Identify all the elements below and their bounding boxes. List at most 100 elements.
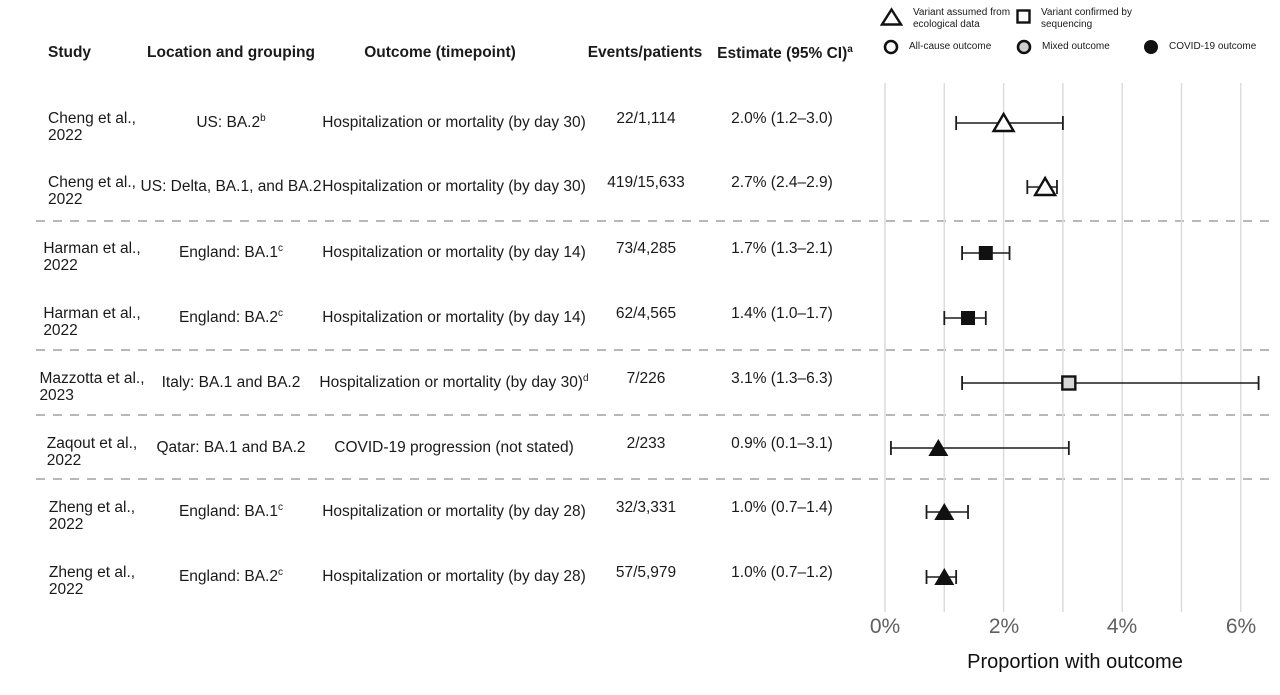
square-filled-marker: [961, 311, 976, 325]
footnote-marker: c: [278, 243, 284, 254]
outcome-text: COVID-19 progression (not stated): [334, 439, 574, 457]
forest-row-5: [890, 439, 1070, 456]
outcome-cell: Hospitalization or mortality (by day 30): [308, 110, 600, 131]
table-row: Zheng et al., 2022 England: BA.1c Hospit…: [0, 499, 875, 539]
group-separator: [36, 349, 1276, 351]
triangle-filled-marker: [928, 439, 949, 456]
study-cell: Zheng et al., 2022: [28, 499, 156, 533]
forest-row-0: [955, 111, 1064, 133]
study-name: Harman et al.,: [43, 305, 141, 322]
estimate-cell: 2.7% (2.4–2.9): [731, 174, 833, 191]
outcome-cell: Hospitalization or mortality (by day 28): [308, 564, 600, 585]
events-cell: 32/3,331: [615, 499, 677, 516]
x-axis-tick-label: 0%: [869, 615, 901, 638]
location-cell: US: BA.2b: [125, 110, 337, 131]
estimate-cell: 1.7% (1.3–2.1): [731, 240, 833, 257]
x-axis-title: Proportion with outcome: [967, 651, 1183, 673]
events-cell: 22/1,114: [616, 110, 676, 127]
table-row: Cheng et al., 2022 US: BA.2b Hospitaliza…: [0, 110, 875, 150]
legend-item-all-cause: All-cause outcome: [883, 39, 991, 55]
table-row: Cheng et al., 2022 US: Delta, BA.1, and …: [0, 174, 875, 214]
study-cell: Harman et al., 2022: [28, 305, 156, 339]
study-name: Zaqout et al.,: [46, 435, 138, 452]
outcome-text: Hospitalization or mortality (by day 30): [319, 374, 584, 392]
triangle-filled-marker: [934, 568, 955, 585]
forest-row-4: [961, 375, 1260, 391]
legend-item-covid19: COVID-19 outcome: [1143, 39, 1256, 55]
study-year: 2022: [43, 257, 78, 274]
events-cell: 2/233: [626, 435, 666, 452]
legend-label: Variant assumed from ecological data: [913, 7, 1011, 30]
legend-label: All-cause outcome: [909, 41, 992, 53]
location-text: England: BA.1: [178, 503, 279, 521]
outcome-cell: Hospitalization or mortality (by day 14): [308, 240, 600, 261]
location-text: US: Delta, BA.1, and BA.2: [140, 178, 322, 196]
estimate-cell: 1.0% (0.7–1.4): [731, 499, 833, 516]
events-cell: 62/4,565: [615, 305, 677, 322]
legend-item-ecological: Variant assumed from ecological data: [880, 7, 1021, 30]
outcome-cell: COVID-19 progression (not stated): [308, 435, 600, 456]
forest-row-7: [925, 568, 958, 585]
study-name: Mazzotta et al.,: [39, 370, 145, 387]
study-cell: Harman et al., 2022: [28, 240, 156, 274]
estimate-cell: 0.9% (0.1–3.1): [731, 435, 833, 452]
study-cell: Mazzotta et al., 2023: [28, 370, 156, 404]
table-row: Zheng et al., 2022 England: BA.2c Hospit…: [0, 564, 875, 604]
square-open-icon: [1016, 9, 1031, 24]
location-text: Italy: BA.1 and BA.2: [161, 374, 301, 392]
outcome-text: Hospitalization or mortality (by day 14): [322, 309, 586, 327]
square-gray-marker: [1061, 375, 1077, 391]
study-cell: Zheng et al., 2022: [28, 564, 156, 598]
column-header-estimate: Estimate (95% CI)a: [700, 44, 870, 63]
location-cell: England: BA.1c: [125, 240, 337, 261]
legend-label: COVID-19 outcome: [1169, 41, 1257, 53]
study-name: Harman et al.,: [43, 240, 141, 257]
study-cell: Cheng et al., 2022: [28, 110, 156, 144]
location-cell: US: Delta, BA.1, and BA.2: [125, 174, 337, 195]
study-name: Zheng et al.,: [48, 564, 136, 581]
triangle-open-marker: [1033, 175, 1058, 197]
study-name: Zheng et al.,: [48, 499, 136, 516]
study-year: 2022: [46, 452, 82, 469]
forest-row-6: [925, 503, 969, 520]
location-cell: Italy: BA.1 and BA.2: [125, 370, 337, 391]
column-header-estimate-text: Estimate (95% CI): [717, 45, 848, 63]
square-filled-marker: [978, 246, 993, 260]
events-cell: 57/5,979: [615, 564, 677, 581]
estimate-cell: 3.1% (1.3–6.3): [731, 370, 833, 387]
x-axis-tick-label: 2%: [988, 615, 1020, 638]
triangle-open-marker: [991, 111, 1016, 133]
location-text: England: BA.1: [178, 244, 279, 262]
study-year: 2022: [43, 322, 78, 339]
column-header-study: Study: [48, 44, 92, 61]
footnote-marker: b: [260, 113, 266, 124]
legend-label: Mixed outcome: [1042, 41, 1110, 53]
legend-item-mixed: Mixed outcome: [1016, 39, 1110, 55]
study-year: 2022: [48, 127, 83, 144]
footnote-marker: c: [278, 502, 284, 513]
table-row: Harman et al., 2022 England: BA.1c Hospi…: [0, 240, 875, 280]
events-cell: 7/226: [626, 370, 666, 387]
study-year: 2022: [48, 581, 84, 598]
estimate-cell: 1.0% (0.7–1.2): [731, 564, 833, 581]
location-text: Qatar: BA.1 and BA.2: [156, 439, 306, 457]
outcome-text: Hospitalization or mortality (by day 28): [322, 568, 586, 586]
study-year: 2022: [48, 191, 83, 208]
legend-label: Variant confirmed by sequencing: [1041, 7, 1132, 30]
location-cell: England: BA.2c: [125, 305, 337, 326]
study-name: Cheng et al.,: [48, 110, 136, 127]
footnote-marker-a: a: [847, 44, 853, 55]
study-name: Cheng et al.,: [48, 174, 136, 191]
location-cell: Qatar: BA.1 and BA.2: [125, 435, 337, 456]
study-year: 2023: [39, 387, 74, 404]
triangle-open-icon: [880, 7, 903, 26]
study-year: 2022: [48, 516, 84, 533]
location-text: England: BA.2: [178, 568, 279, 586]
group-separator: [36, 220, 1276, 222]
triangle-filled-marker: [934, 503, 955, 520]
forest-row-3: [943, 311, 987, 325]
location-cell: England: BA.2c: [125, 564, 337, 585]
outcome-cell: Hospitalization or mortality (by day 30): [308, 174, 600, 195]
table-row: Zaqout et al., 2022 Qatar: BA.1 and BA.2…: [0, 435, 875, 475]
outcome-text: Hospitalization or mortality (by day 14): [322, 244, 586, 262]
